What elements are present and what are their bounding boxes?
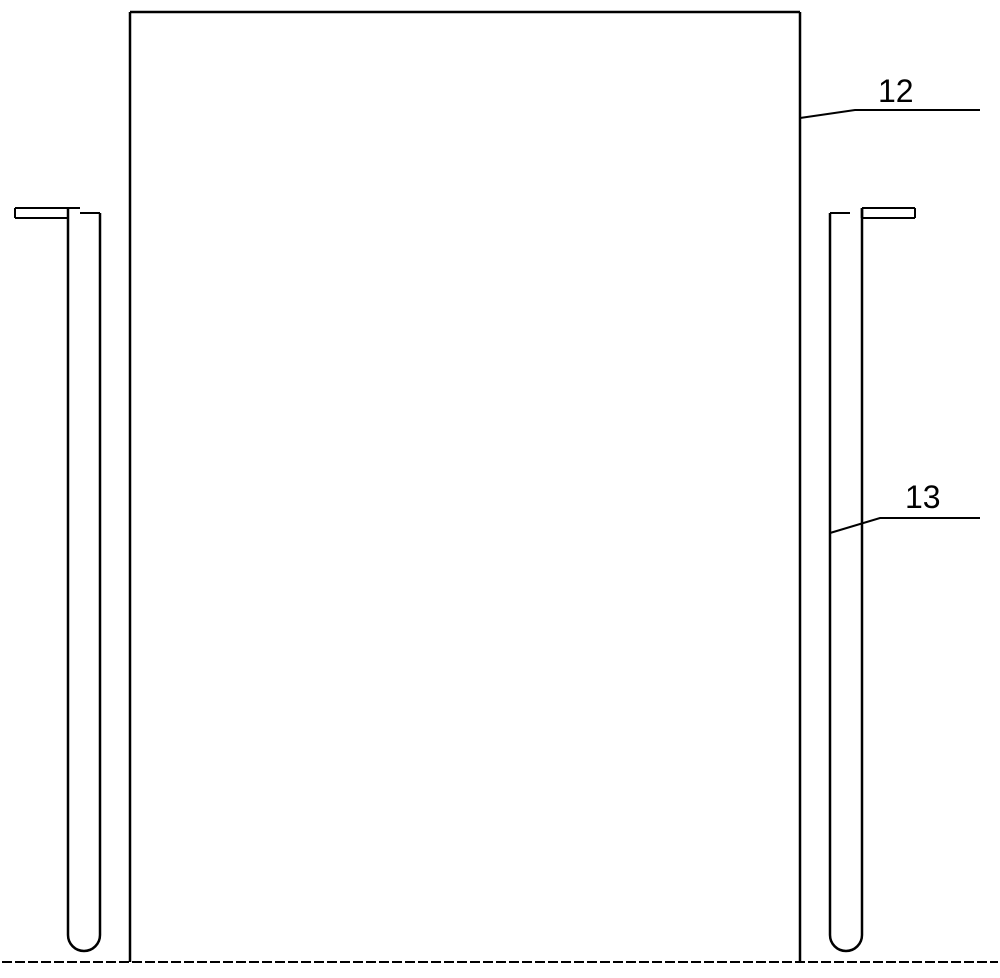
label-12-text: 12 — [878, 73, 914, 109]
callout-12: 12 — [800, 73, 980, 118]
left-u-tube — [15, 208, 100, 951]
diagram-canvas: 12 13 — [0, 0, 1000, 978]
callout-13: 13 — [830, 479, 980, 533]
right-u-tube — [830, 208, 915, 951]
label-13-text: 13 — [905, 479, 941, 515]
main-container — [130, 12, 800, 962]
